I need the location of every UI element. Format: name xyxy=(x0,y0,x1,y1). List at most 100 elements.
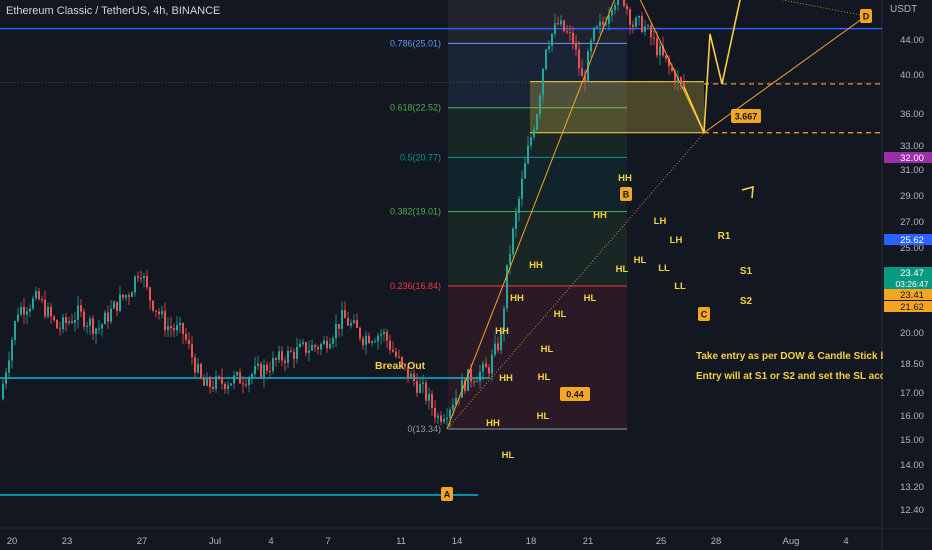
point-c-badge xyxy=(698,307,710,321)
candle xyxy=(638,16,640,18)
candle xyxy=(17,314,19,322)
candle xyxy=(584,76,586,82)
candle xyxy=(107,312,109,322)
x-tick-label: 4 xyxy=(843,536,848,547)
x-tick-label: Aug xyxy=(783,536,800,547)
candle xyxy=(215,376,217,389)
candle xyxy=(98,328,100,330)
candle xyxy=(635,17,637,27)
candle xyxy=(677,77,679,84)
structure-label: HL xyxy=(538,372,551,383)
candle xyxy=(14,321,16,340)
candle xyxy=(557,23,559,25)
x-tick-label: 11 xyxy=(396,536,406,547)
candle xyxy=(668,58,670,67)
candle xyxy=(179,322,181,326)
y-tick-label: 33.00 xyxy=(900,141,924,152)
candle xyxy=(551,33,553,46)
point-d: D xyxy=(863,12,870,22)
structure-label: HL xyxy=(502,450,515,461)
candle xyxy=(170,326,172,329)
candle xyxy=(365,335,367,345)
candle xyxy=(191,344,193,358)
candle xyxy=(182,322,184,335)
candle xyxy=(410,373,412,379)
candle xyxy=(317,347,319,350)
candle xyxy=(422,382,424,384)
projection-label: S1 xyxy=(740,266,753,277)
candle xyxy=(653,37,655,39)
structure-label: HH xyxy=(486,418,500,429)
candle xyxy=(152,300,154,311)
note-line-2: Entry will at S1 or S2 and set the SL ac… xyxy=(696,371,895,382)
structure-label: LH xyxy=(670,235,683,246)
candle xyxy=(320,344,322,350)
candle xyxy=(92,318,94,334)
candle xyxy=(485,363,487,368)
candle xyxy=(272,358,274,372)
ratio-bd-badge xyxy=(731,109,761,123)
price-badge-label: 21.62 xyxy=(900,302,924,313)
candle xyxy=(293,351,295,359)
candle xyxy=(209,377,211,387)
ratio-bd: 3.667 xyxy=(735,112,758,122)
candle xyxy=(278,351,280,360)
structure-label: HH xyxy=(510,293,524,304)
fib-level-label: 0.236(16.84) xyxy=(390,281,441,291)
candle xyxy=(356,320,358,328)
candle xyxy=(77,305,79,320)
structure-label: HL xyxy=(541,344,554,355)
candle xyxy=(230,383,232,386)
candle xyxy=(218,376,220,378)
candle xyxy=(491,354,493,374)
y-tick-label: 18.50 xyxy=(900,359,924,370)
candle xyxy=(470,369,472,382)
candle xyxy=(623,0,625,6)
candle xyxy=(617,0,619,5)
candle xyxy=(464,380,466,391)
candle xyxy=(287,350,289,363)
price-badge-label: 25.62 xyxy=(900,235,924,246)
candle xyxy=(323,340,325,345)
candle xyxy=(413,373,415,382)
candle xyxy=(74,319,76,323)
y-tick-label: 20.00 xyxy=(900,328,924,339)
fib-level-label: 0(13.34) xyxy=(407,424,441,434)
candle xyxy=(104,312,106,325)
candle xyxy=(479,371,481,382)
candle xyxy=(383,331,385,335)
candle xyxy=(530,137,532,146)
candle xyxy=(257,363,259,366)
candle xyxy=(305,342,307,353)
candle xyxy=(626,5,628,10)
candle xyxy=(581,68,583,77)
candle xyxy=(89,318,91,326)
structure-label: LL xyxy=(658,263,670,274)
candle xyxy=(50,306,52,317)
candle xyxy=(671,66,673,72)
candle xyxy=(599,21,601,27)
candle xyxy=(212,386,214,389)
candle xyxy=(398,356,400,358)
point-d-badge xyxy=(860,9,872,23)
candle xyxy=(533,129,535,138)
y-tick-label: 40.00 xyxy=(900,70,924,81)
candle xyxy=(173,328,175,331)
candle xyxy=(65,317,67,323)
candle xyxy=(629,9,631,25)
candle xyxy=(347,318,349,326)
candle xyxy=(329,343,331,349)
price-badge-label: 32.00 xyxy=(900,153,924,164)
candle xyxy=(83,311,85,327)
price-badge xyxy=(884,289,932,300)
structure-label: HL xyxy=(616,264,629,275)
x-tick-label: 21 xyxy=(583,536,594,547)
break-out-label: Break Out xyxy=(375,360,426,372)
candle xyxy=(542,68,544,96)
candle xyxy=(254,365,256,375)
candle xyxy=(392,349,394,352)
symbol-title: Ethereum Classic / TetherUS, 4h, BINANCE xyxy=(6,5,221,17)
leg-bd xyxy=(780,0,867,17)
structure-label: LL xyxy=(674,281,686,292)
